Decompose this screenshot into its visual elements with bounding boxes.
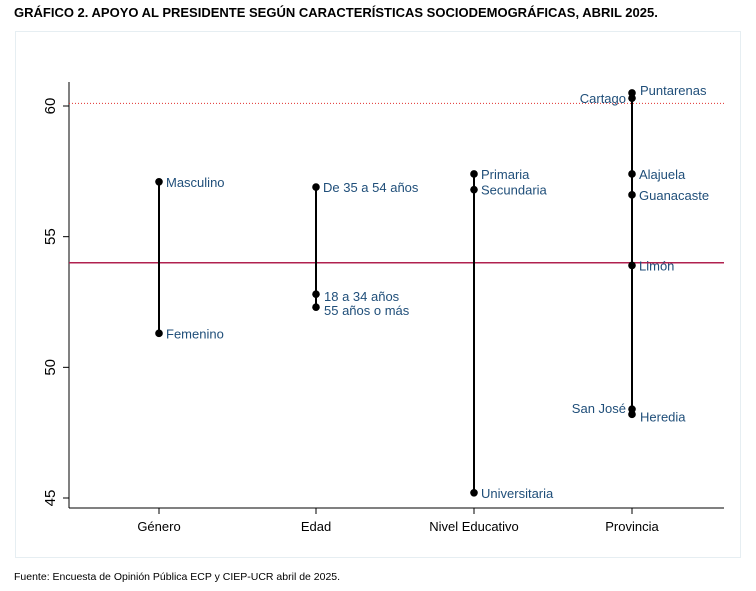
point-label: Universitaria (481, 486, 554, 501)
point-label: Masculino (166, 175, 225, 190)
chart-frame (15, 31, 741, 558)
y-tick-label: 60 (42, 98, 59, 115)
x-category-label: Provincia (605, 519, 659, 534)
point-marker (628, 191, 636, 199)
point-marker (312, 290, 320, 298)
point-marker (312, 303, 320, 312)
chart-title: GRÁFICO 2. APOYO AL PRESIDENTE SEGÚN CAR… (14, 5, 658, 20)
source-note: Fuente: Encuesta de Opinión Pública ECP … (14, 571, 341, 583)
point-marker (628, 89, 636, 97)
point-label: Limón (639, 258, 674, 273)
x-category-label: Edad (301, 519, 331, 534)
y-tick-label: 50 (42, 359, 59, 376)
point-marker (628, 405, 636, 413)
point-label: Guanacaste (639, 188, 709, 203)
point-label: 18 a 34 años (324, 289, 400, 304)
point-marker (470, 170, 478, 178)
point-label: Primaria (481, 167, 530, 182)
point-label: Cartago (580, 91, 626, 106)
y-tick-label: 45 (42, 490, 59, 507)
point-marker (470, 488, 478, 497)
point-marker (470, 185, 478, 194)
point-marker (312, 183, 320, 191)
point-label: Alajuela (639, 167, 686, 182)
x-category-label: Nivel Educativo (429, 519, 519, 534)
point-marker (155, 329, 163, 338)
point-marker (628, 410, 636, 419)
point-marker (628, 261, 636, 270)
point-marker (628, 94, 636, 102)
point-marker (628, 170, 636, 178)
point-label: De 35 a 54 años (323, 180, 419, 195)
point-label: Femenino (166, 326, 224, 341)
point-label: Secundaria (481, 183, 548, 198)
point-label: Heredia (640, 409, 686, 424)
point-label: 55 años o más (324, 303, 410, 318)
point-label: San José (572, 401, 626, 416)
point-label: Puntarenas (640, 83, 707, 98)
y-tick-label: 55 (42, 228, 59, 245)
x-category-label: Género (137, 519, 180, 534)
point-marker (155, 177, 163, 186)
